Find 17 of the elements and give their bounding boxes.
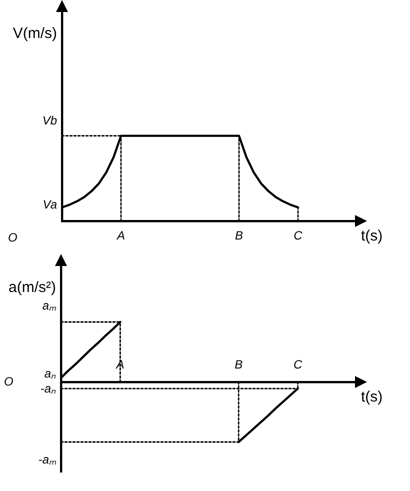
x-axis-title: t(s): [361, 228, 383, 245]
text: O: [4, 374, 14, 388]
text: aₙ: [44, 366, 56, 380]
y-axis-title: a(m/s²): [8, 279, 56, 296]
x-tick-label: C: [294, 228, 303, 243]
text: -aₘ: [38, 452, 57, 466]
text: aₘ: [42, 298, 57, 312]
text: O: [8, 230, 18, 244]
text: Vb: [42, 113, 58, 128]
x-tick-label: A: [116, 228, 126, 243]
x-tick-label: C: [293, 358, 302, 372]
text: Va: [42, 197, 58, 212]
x-tick-label: B: [234, 228, 244, 243]
x-tick-label: B: [234, 358, 243, 372]
y-axis-title: V(m/s): [12, 25, 57, 42]
x-axis-title: t(s): [361, 388, 383, 406]
text: -aₙ: [40, 381, 56, 396]
